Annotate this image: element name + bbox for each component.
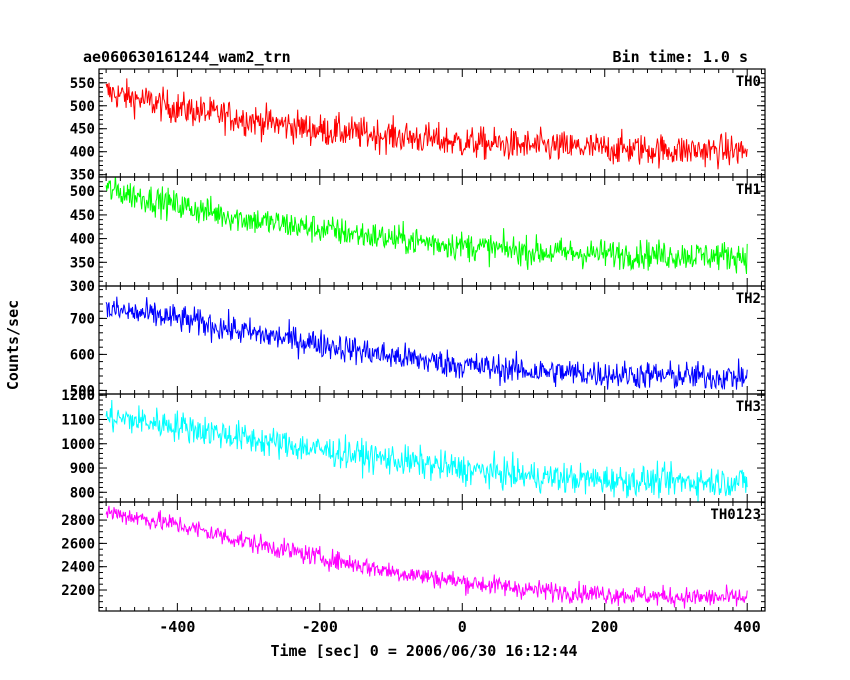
x-tick-label: -200 <box>302 618 338 636</box>
x-tick-label: -400 <box>159 618 195 636</box>
y-tick-label: 350 <box>70 255 95 271</box>
chart-title: ae060630161244_wam2_trn <box>83 48 291 66</box>
y-tick-label: 450 <box>70 122 95 138</box>
y-tick-label: 450 <box>70 208 95 224</box>
y-axis-label: Counts/sec <box>4 300 22 390</box>
panel-label-th0123: TH0123 <box>710 507 761 523</box>
panel-th0: 350 400 450 500 550 TH0 <box>70 68 766 184</box>
y-tick-label: 600 <box>70 347 95 363</box>
y-tick-label: 1100 <box>61 412 95 428</box>
panel-th3: 800 900 1000 1100 1200 TH3 <box>61 388 766 503</box>
series-line-th0123 <box>105 505 748 609</box>
x-tick-label: 200 <box>591 618 618 636</box>
series-line-th0 <box>105 78 748 170</box>
y-tick-label: 400 <box>70 145 95 161</box>
series-line-th3 <box>105 399 748 502</box>
y-tick-label: 800 <box>70 485 95 501</box>
y-tick-label: 400 <box>70 232 95 248</box>
panels-group: 350 400 450 500 550 TH0 300 350 400 450 500 TH1 500 6… <box>61 68 766 636</box>
bin-time-label: Bin time: 1.0 s <box>613 48 748 66</box>
y-tick-label: 1200 <box>61 388 95 404</box>
y-tick-label: 500 <box>70 383 95 399</box>
panel-frame-th3 <box>98 393 766 503</box>
y-tick-label: 500 <box>70 184 95 200</box>
y-tick-label: 550 <box>70 76 95 92</box>
panel-th0123: 2200 2400 2600 2800 TH0123 <box>61 501 766 612</box>
y-tick-label: 700 <box>70 311 95 327</box>
x-axis-label: Time [sec] 0 = 2006/06/30 16:12:44 <box>270 642 577 660</box>
panel-frame-th1 <box>98 176 766 287</box>
x-tick-label: 400 <box>734 618 761 636</box>
y-tick-label: 350 <box>70 168 95 184</box>
panel-frame-th0 <box>98 68 766 178</box>
panel-label-th2: TH2 <box>736 291 761 307</box>
panel-th2: 500 600 700 TH2 <box>70 285 766 399</box>
panel-th1: 300 350 400 450 500 TH1 <box>70 176 766 295</box>
y-tick-label: 2600 <box>61 536 95 552</box>
panel-label-th1: TH1 <box>736 182 761 198</box>
panel-label-th3: TH3 <box>736 399 761 415</box>
y-tick-label: 1000 <box>61 437 95 453</box>
y-tick-label: 2800 <box>61 513 95 529</box>
series-line-th2 <box>105 296 748 391</box>
x-tick-label: 0 <box>458 618 467 636</box>
panel-frame-th0123 <box>98 501 766 612</box>
y-tick-label: 2400 <box>61 560 95 576</box>
y-tick-label: 500 <box>70 99 95 115</box>
y-tick-label: 900 <box>70 461 95 477</box>
series-line-th1 <box>105 177 748 275</box>
panel-label-th0: TH0 <box>736 74 761 90</box>
y-tick-label: 300 <box>70 279 95 295</box>
y-tick-label: 2200 <box>61 583 95 599</box>
